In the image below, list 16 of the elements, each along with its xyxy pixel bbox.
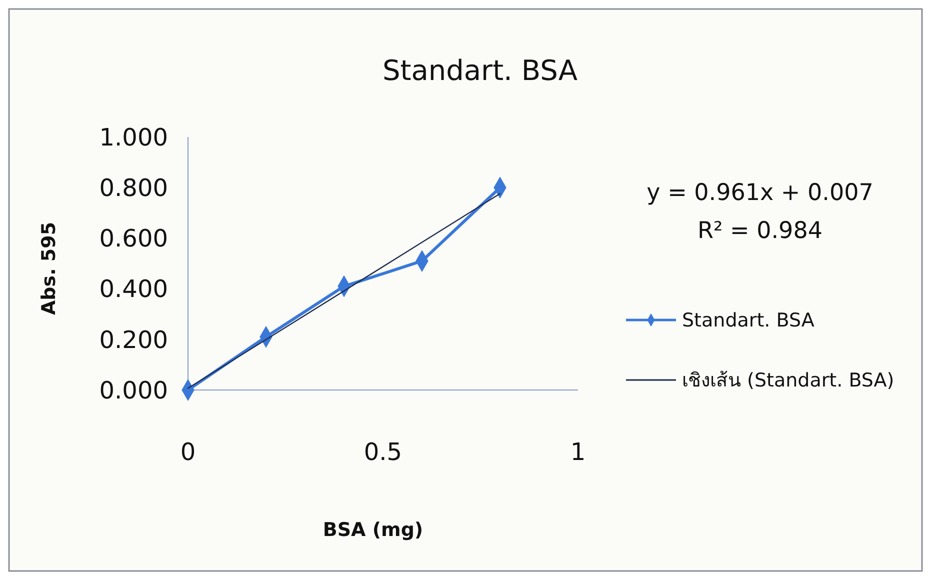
y-tick-label: 1.000	[99, 123, 168, 152]
x-tick-label: 1	[570, 438, 586, 466]
y-tick-label: 0.200	[99, 326, 168, 354]
y-tick-label: 0.600	[99, 224, 168, 253]
x-axis-title: BSA (mg)	[322, 519, 424, 541]
text: y = 0.961x + 0.007	[646, 180, 874, 206]
text: R² = 0.984	[698, 218, 822, 244]
y-tick-label: 0.800	[99, 174, 168, 202]
y-tick-label: 0.400	[99, 275, 168, 304]
legend-label: Standart. BSA	[682, 310, 814, 332]
y-tick-label: 0.000	[99, 376, 168, 404]
legend-label: เชิงเส้น (Standart. BSA)	[682, 370, 894, 392]
y-axis-title: Abs. 595	[38, 222, 60, 316]
chart-title: Standart. BSA	[382, 54, 578, 87]
x-tick-label: 0	[180, 438, 196, 466]
x-tick-label: 0.5	[364, 438, 402, 466]
